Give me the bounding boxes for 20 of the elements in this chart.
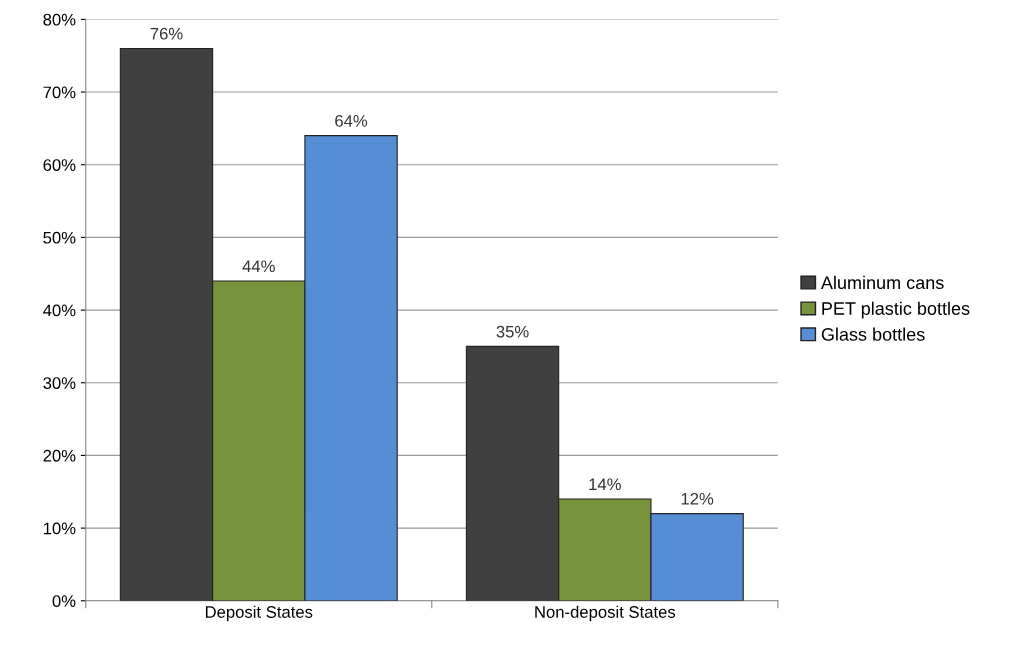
y-tick-label: 60% — [43, 159, 76, 171]
y-tick-label: 30% — [43, 377, 76, 389]
x-tick-label: Non-deposit States — [535, 605, 676, 622]
y-tick-label: 40% — [43, 304, 76, 317]
x-tick-label: Deposit States — [205, 605, 313, 622]
y-tick-label: 0% — [52, 595, 76, 607]
text: 14% — [589, 478, 621, 491]
y-tick-label: 50% — [43, 231, 76, 244]
legend-label: Glass bottles — [821, 327, 925, 341]
legend-label: PET plastic bottles — [822, 301, 970, 319]
text: 35% — [496, 325, 529, 338]
y-tick-label: 20% — [43, 449, 76, 462]
y-tick-label: 80% — [43, 13, 76, 26]
text: 44% — [242, 260, 275, 273]
text: 64% — [335, 115, 368, 127]
legend-label: Aluminum cans — [820, 275, 944, 290]
y-tick-label: 70% — [43, 86, 76, 99]
text: 76% — [150, 27, 183, 40]
text: 12% — [681, 492, 714, 505]
y-tick-label: 10% — [43, 522, 76, 535]
